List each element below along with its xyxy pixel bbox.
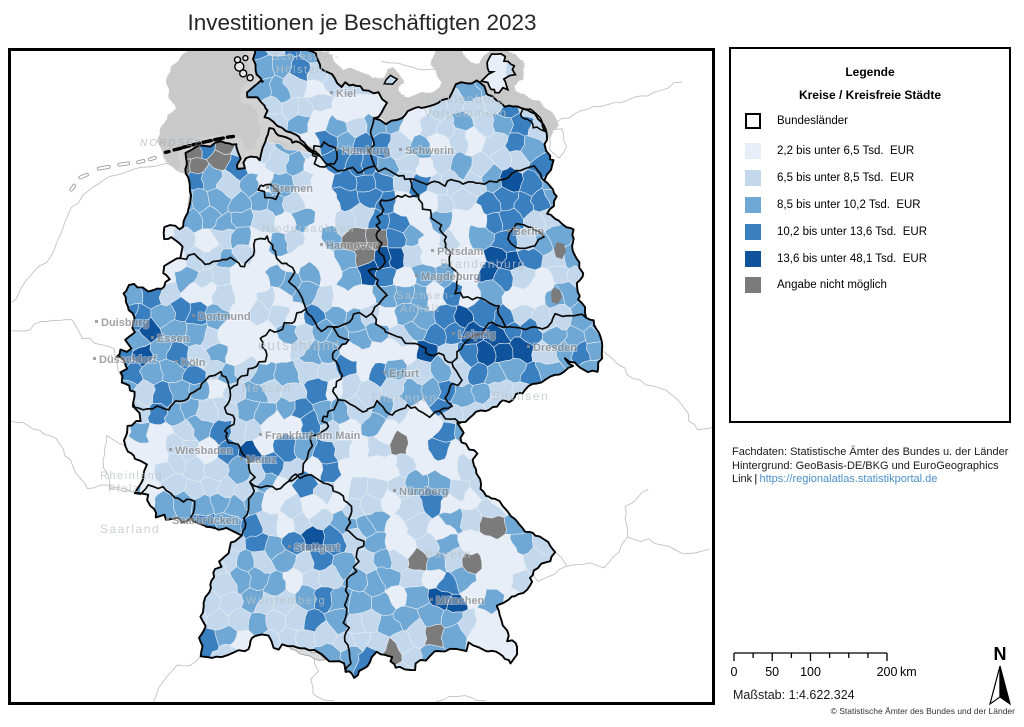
svg-text:Pfalz: Pfalz: [108, 483, 140, 495]
svg-text:Stuttgart: Stuttgart: [294, 542, 340, 554]
svg-text:Niedersachsen: Niedersachsen: [262, 223, 355, 235]
svg-text:Schleswig-: Schleswig-: [272, 51, 340, 63]
svg-text:Duisburg: Duisburg: [101, 317, 149, 329]
svg-text:München: München: [436, 595, 485, 607]
svg-text:Rheinland-: Rheinland-: [100, 470, 168, 482]
svg-text:N: N: [994, 644, 1007, 664]
svg-text:Saarland: Saarland: [100, 522, 160, 536]
svg-text:Bremen: Bremen: [272, 183, 313, 195]
svg-text:Erfurt: Erfurt: [389, 368, 419, 380]
svg-text:Hannover: Hannover: [326, 240, 377, 252]
svg-text:Mecklenburg-: Mecklenburg-: [420, 92, 511, 106]
svg-text:Thüringen: Thüringen: [370, 391, 438, 405]
svg-text:eutschland: eutschland: [258, 337, 341, 353]
svg-text:Kiel: Kiel: [336, 88, 356, 100]
svg-text:100: 100: [800, 665, 821, 679]
svg-text:Mainz: Mainz: [246, 454, 277, 466]
svg-text:Dortmund: Dortmund: [198, 311, 251, 323]
svg-text:NORDSEE: NORDSEE: [140, 138, 203, 149]
svg-text:Leipzig: Leipzig: [458, 329, 496, 341]
svg-text:Magdeburg: Magdeburg: [421, 271, 480, 283]
svg-text:Köln: Köln: [181, 357, 206, 369]
svg-text:Sachsen-: Sachsen-: [396, 290, 454, 302]
svg-text:200: 200: [877, 665, 898, 679]
svg-text:Hessen: Hessen: [242, 381, 292, 395]
svg-text:Essen: Essen: [157, 333, 190, 345]
svg-text:Brandenburg: Brandenburg: [440, 257, 526, 271]
svg-text:km: km: [900, 665, 917, 679]
svg-text:Hamburg: Hamburg: [342, 145, 390, 157]
svg-text:0: 0: [731, 665, 738, 679]
svg-text:50: 50: [765, 665, 779, 679]
svg-text:Berlin: Berlin: [513, 226, 544, 238]
svg-text:Düsseldorf: Düsseldorf: [99, 354, 157, 366]
svg-text:Schwerin: Schwerin: [405, 145, 454, 157]
svg-text:Dresden: Dresden: [533, 342, 577, 354]
svg-text:Holstein: Holstein: [276, 64, 328, 76]
svg-text:Wiesbaden: Wiesbaden: [175, 445, 233, 457]
svg-text:Nürnberg: Nürnberg: [399, 486, 449, 498]
svg-text:Frankfurt am Main: Frankfurt am Main: [265, 430, 361, 442]
svg-text:Potsdam: Potsdam: [437, 246, 484, 258]
svg-text:Bayern: Bayern: [425, 547, 472, 561]
svg-text:Württemberg: Württemberg: [246, 595, 326, 607]
svg-text:Saarbrücken: Saarbrücken: [172, 515, 239, 527]
svg-text:Anhalt: Anhalt: [400, 303, 440, 315]
svg-text:Sachsen: Sachsen: [492, 389, 549, 403]
svg-text:Vorpommern: Vorpommern: [424, 106, 508, 120]
